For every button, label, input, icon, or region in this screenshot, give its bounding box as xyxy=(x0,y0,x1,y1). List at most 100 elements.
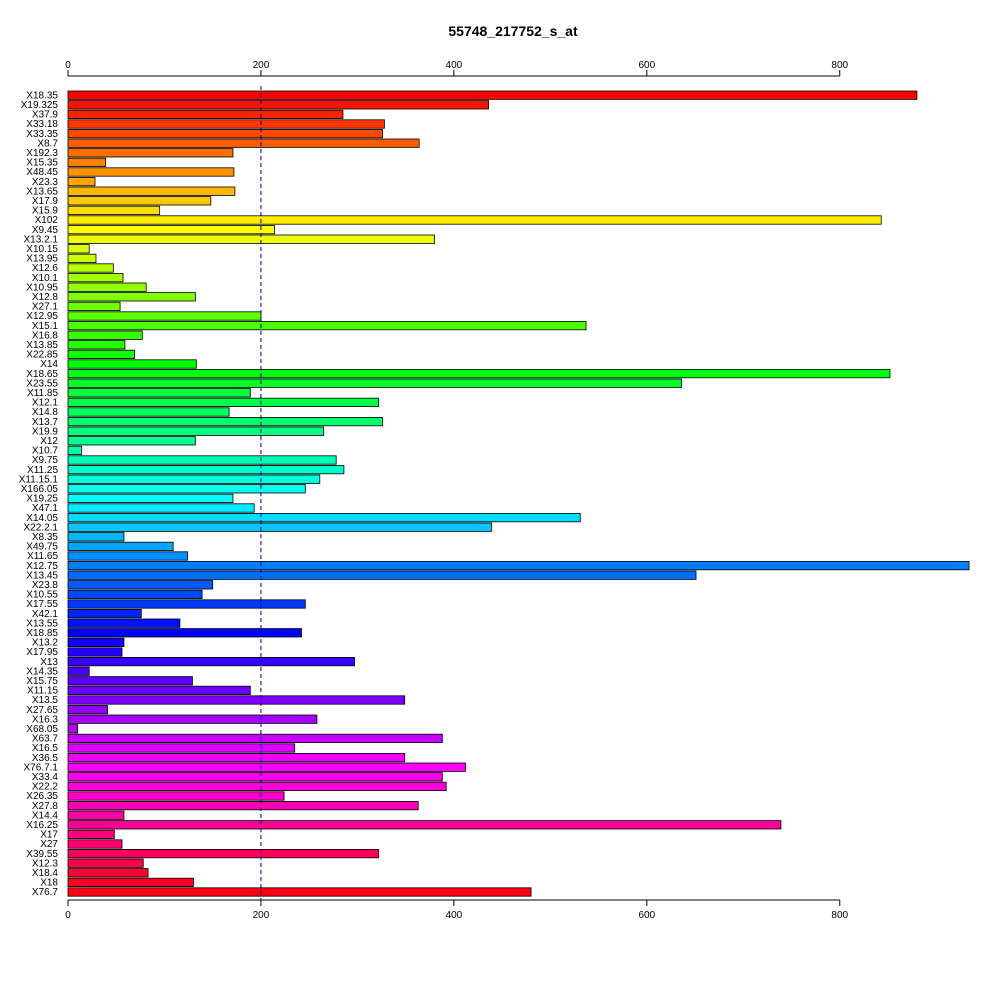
category-label: X13.5 xyxy=(32,695,59,706)
bar xyxy=(67,445,82,456)
bar xyxy=(67,234,435,244)
category-label: X19.25 xyxy=(26,494,58,505)
bar xyxy=(67,820,782,830)
category-label: X15.1 xyxy=(32,321,59,332)
top-tick-label: 200 xyxy=(253,60,270,71)
category-label: X42.1 xyxy=(32,609,59,620)
bar xyxy=(67,426,325,436)
bar xyxy=(67,119,385,129)
bar xyxy=(67,743,296,753)
category-labels-group: X18.35X19.325X37.9X33.18X33.35X8.7X192.3… xyxy=(19,90,59,898)
category-label: X23.8 xyxy=(32,580,59,591)
bar xyxy=(67,724,79,734)
category-label: X14.4 xyxy=(32,810,59,821)
bar xyxy=(67,484,306,494)
bar xyxy=(67,205,161,215)
bar xyxy=(67,148,234,158)
bar xyxy=(67,196,212,206)
category-label: X13.45 xyxy=(26,570,58,581)
bar xyxy=(67,407,230,417)
category-label: X26.35 xyxy=(26,791,58,802)
bar xyxy=(67,695,406,705)
category-label: X11.85 xyxy=(27,388,58,399)
bar xyxy=(67,628,302,638)
bar xyxy=(67,781,447,792)
bar xyxy=(67,272,124,283)
bar xyxy=(67,292,196,302)
top-tick-label: 600 xyxy=(638,60,655,71)
bottom-tick-label: 0 xyxy=(65,910,71,921)
bar xyxy=(67,378,682,388)
bottom-tick-label: 800 xyxy=(831,910,848,921)
category-label: X15.9 xyxy=(32,206,59,217)
category-label: X47.1 xyxy=(32,503,59,514)
bar xyxy=(67,474,321,484)
category-label: X33.4 xyxy=(32,772,59,783)
bar xyxy=(67,801,419,811)
bar xyxy=(67,244,90,254)
bar xyxy=(67,714,318,724)
top-tick-label: 0 xyxy=(65,60,71,71)
category-label: X14.35 xyxy=(26,666,58,677)
bar xyxy=(67,436,196,446)
category-label: X13 xyxy=(40,657,58,668)
category-label: X23.55 xyxy=(26,378,58,389)
category-label: X22.2.1 xyxy=(24,522,59,533)
bar xyxy=(67,263,114,273)
bottom-tick-label: 400 xyxy=(446,910,463,921)
bar xyxy=(67,349,135,360)
category-label: X12.8 xyxy=(32,292,59,303)
bar xyxy=(67,109,344,119)
bar xyxy=(67,877,194,888)
category-label: X12.3 xyxy=(32,858,59,869)
category-label: X10.95 xyxy=(26,282,58,293)
bar xyxy=(67,128,383,139)
bar xyxy=(67,791,285,801)
top-tick-label: 400 xyxy=(446,60,463,71)
bar xyxy=(67,753,406,763)
category-label: X11.65 xyxy=(27,551,58,562)
bar xyxy=(67,637,125,648)
category-label: X13.7 xyxy=(32,417,59,428)
category-label: X10.15 xyxy=(26,244,58,255)
bar xyxy=(67,733,443,744)
bar xyxy=(67,647,123,657)
bar xyxy=(67,253,97,263)
category-label: X166.05 xyxy=(21,484,59,495)
bar xyxy=(67,551,189,561)
category-label: X13.65 xyxy=(26,186,58,197)
category-label: X16.25 xyxy=(26,820,58,831)
bar xyxy=(67,282,147,292)
category-label: X14.8 xyxy=(32,407,59,418)
category-label: X18.35 xyxy=(26,90,58,101)
category-label: X15.75 xyxy=(26,676,58,687)
bar xyxy=(67,513,581,523)
category-label: X11.15 xyxy=(27,686,58,697)
category-label: X36.5 xyxy=(32,753,59,764)
bar xyxy=(67,464,345,475)
bottom-tick-label: 600 xyxy=(638,910,655,921)
bar xyxy=(67,609,142,619)
bar xyxy=(67,570,697,580)
category-label: X27 xyxy=(40,839,58,850)
category-label: X13.95 xyxy=(26,254,58,265)
category-label: X16.3 xyxy=(32,714,59,725)
bar xyxy=(67,330,143,340)
bar xyxy=(67,176,96,187)
category-label: X8.7 xyxy=(37,138,58,149)
category-label: X27.65 xyxy=(26,705,58,716)
category-label: X17.9 xyxy=(32,196,59,207)
bar xyxy=(67,887,532,897)
category-label: X17.95 xyxy=(26,647,58,658)
bar xyxy=(67,666,90,676)
category-label: X14 xyxy=(40,359,58,370)
category-label: X76.7.1 xyxy=(24,762,59,773)
bar xyxy=(67,580,214,590)
category-label: X102 xyxy=(35,215,59,226)
bar xyxy=(67,589,203,600)
top-axis: 0 200 400 600 800 xyxy=(65,60,849,77)
bar xyxy=(67,503,255,513)
category-label: X14.05 xyxy=(26,513,58,524)
category-label: X9.75 xyxy=(32,455,59,466)
